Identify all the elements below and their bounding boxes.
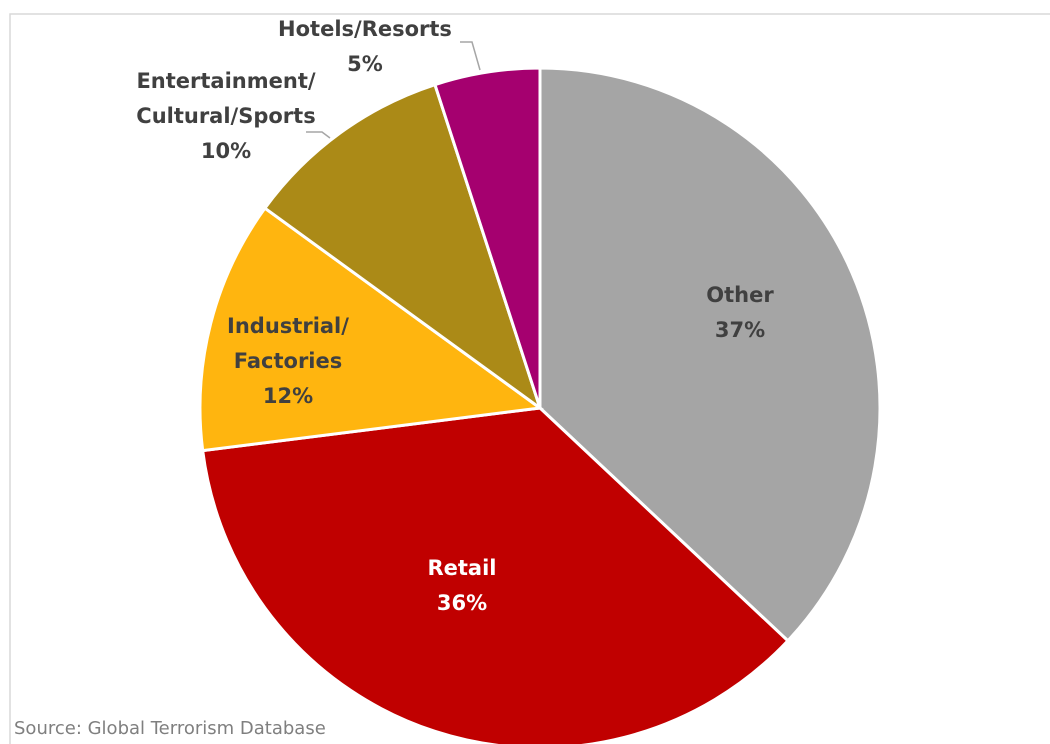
slice-label: Hotels/Resorts <box>278 17 452 41</box>
pie-slice <box>201 406 790 744</box>
value-label: 12% <box>263 384 313 408</box>
value-label: 37% <box>715 318 765 342</box>
value-label: 5% <box>347 52 383 76</box>
source-note: Source: Global Terrorism Database <box>14 718 326 739</box>
slice-label: Other <box>706 283 774 307</box>
leader-line <box>460 41 481 71</box>
value-label: 10% <box>201 139 251 163</box>
pie-slice <box>198 206 544 453</box>
slice-label: Retail <box>427 556 496 580</box>
slice-label: Entertainment/Cultural/Sports <box>136 69 316 128</box>
pie-slice <box>262 82 543 412</box>
chart-frame <box>9 13 1050 744</box>
slice-label: Industrial/Factories <box>227 314 349 373</box>
value-label: 36% <box>437 591 487 615</box>
pie-slice <box>433 66 542 409</box>
leader-line <box>306 131 331 139</box>
pie-slice <box>538 66 882 643</box>
